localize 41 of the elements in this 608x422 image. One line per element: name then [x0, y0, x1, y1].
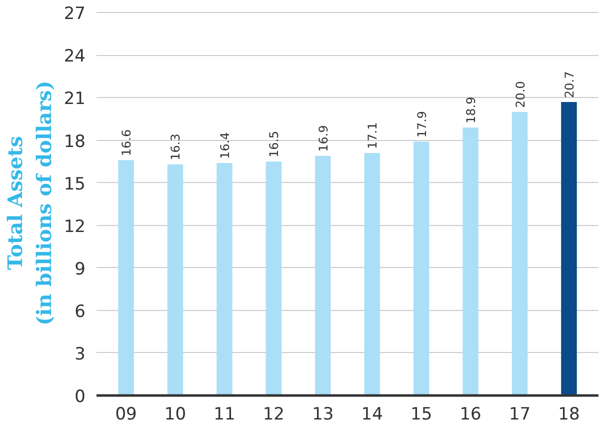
bar	[413, 142, 430, 396]
y-tick-label: 0	[74, 387, 86, 407]
x-tick-label: 10	[164, 404, 186, 422]
bar	[315, 156, 331, 396]
y-tick-label: 18	[64, 132, 86, 152]
y-tick-label: 12	[64, 216, 86, 237]
y-tick-label: 24	[64, 46, 86, 67]
data-label: 17.9	[414, 110, 429, 138]
x-tick-label: 12	[262, 404, 284, 422]
data-label: 18.9	[464, 96, 478, 124]
x-tick-label: 16	[460, 404, 482, 422]
data-label: 16.5	[267, 130, 282, 158]
data-label: 16.4	[218, 132, 232, 159]
bar	[167, 164, 184, 396]
x-tick-label: 18	[558, 404, 580, 422]
data-label: 20.0	[513, 81, 528, 108]
x-tick-label: 15	[410, 404, 432, 422]
y-tick-label: 21	[64, 89, 86, 110]
bar	[512, 112, 528, 396]
y-tick-label: 27	[64, 4, 86, 24]
y-axis-title: Total Assets (in billions of dollars)	[3, 80, 56, 326]
x-tick-label: 13	[312, 404, 334, 422]
x-tick-label: 17	[508, 404, 531, 422]
bar	[462, 127, 478, 396]
bar	[364, 153, 380, 396]
bar	[266, 162, 282, 396]
data-label: 16.9	[316, 125, 330, 152]
y-tick-label: 9	[74, 259, 86, 280]
bar	[118, 160, 134, 396]
y-tick-label: 6	[74, 302, 86, 322]
data-label: 16.6	[120, 129, 134, 156]
y-tick-label: 3	[74, 344, 86, 364]
data-label: 20.7	[562, 71, 576, 98]
x-tick-label: 11	[214, 404, 236, 422]
y-tick-label: 15	[64, 174, 86, 194]
data-label: 17.1	[366, 122, 380, 150]
x-tick-label: 14	[361, 404, 383, 422]
data-label: 16.3	[168, 134, 183, 160]
bar	[561, 102, 577, 396]
bar	[216, 162, 232, 396]
x-tick-label: 09	[115, 404, 137, 422]
